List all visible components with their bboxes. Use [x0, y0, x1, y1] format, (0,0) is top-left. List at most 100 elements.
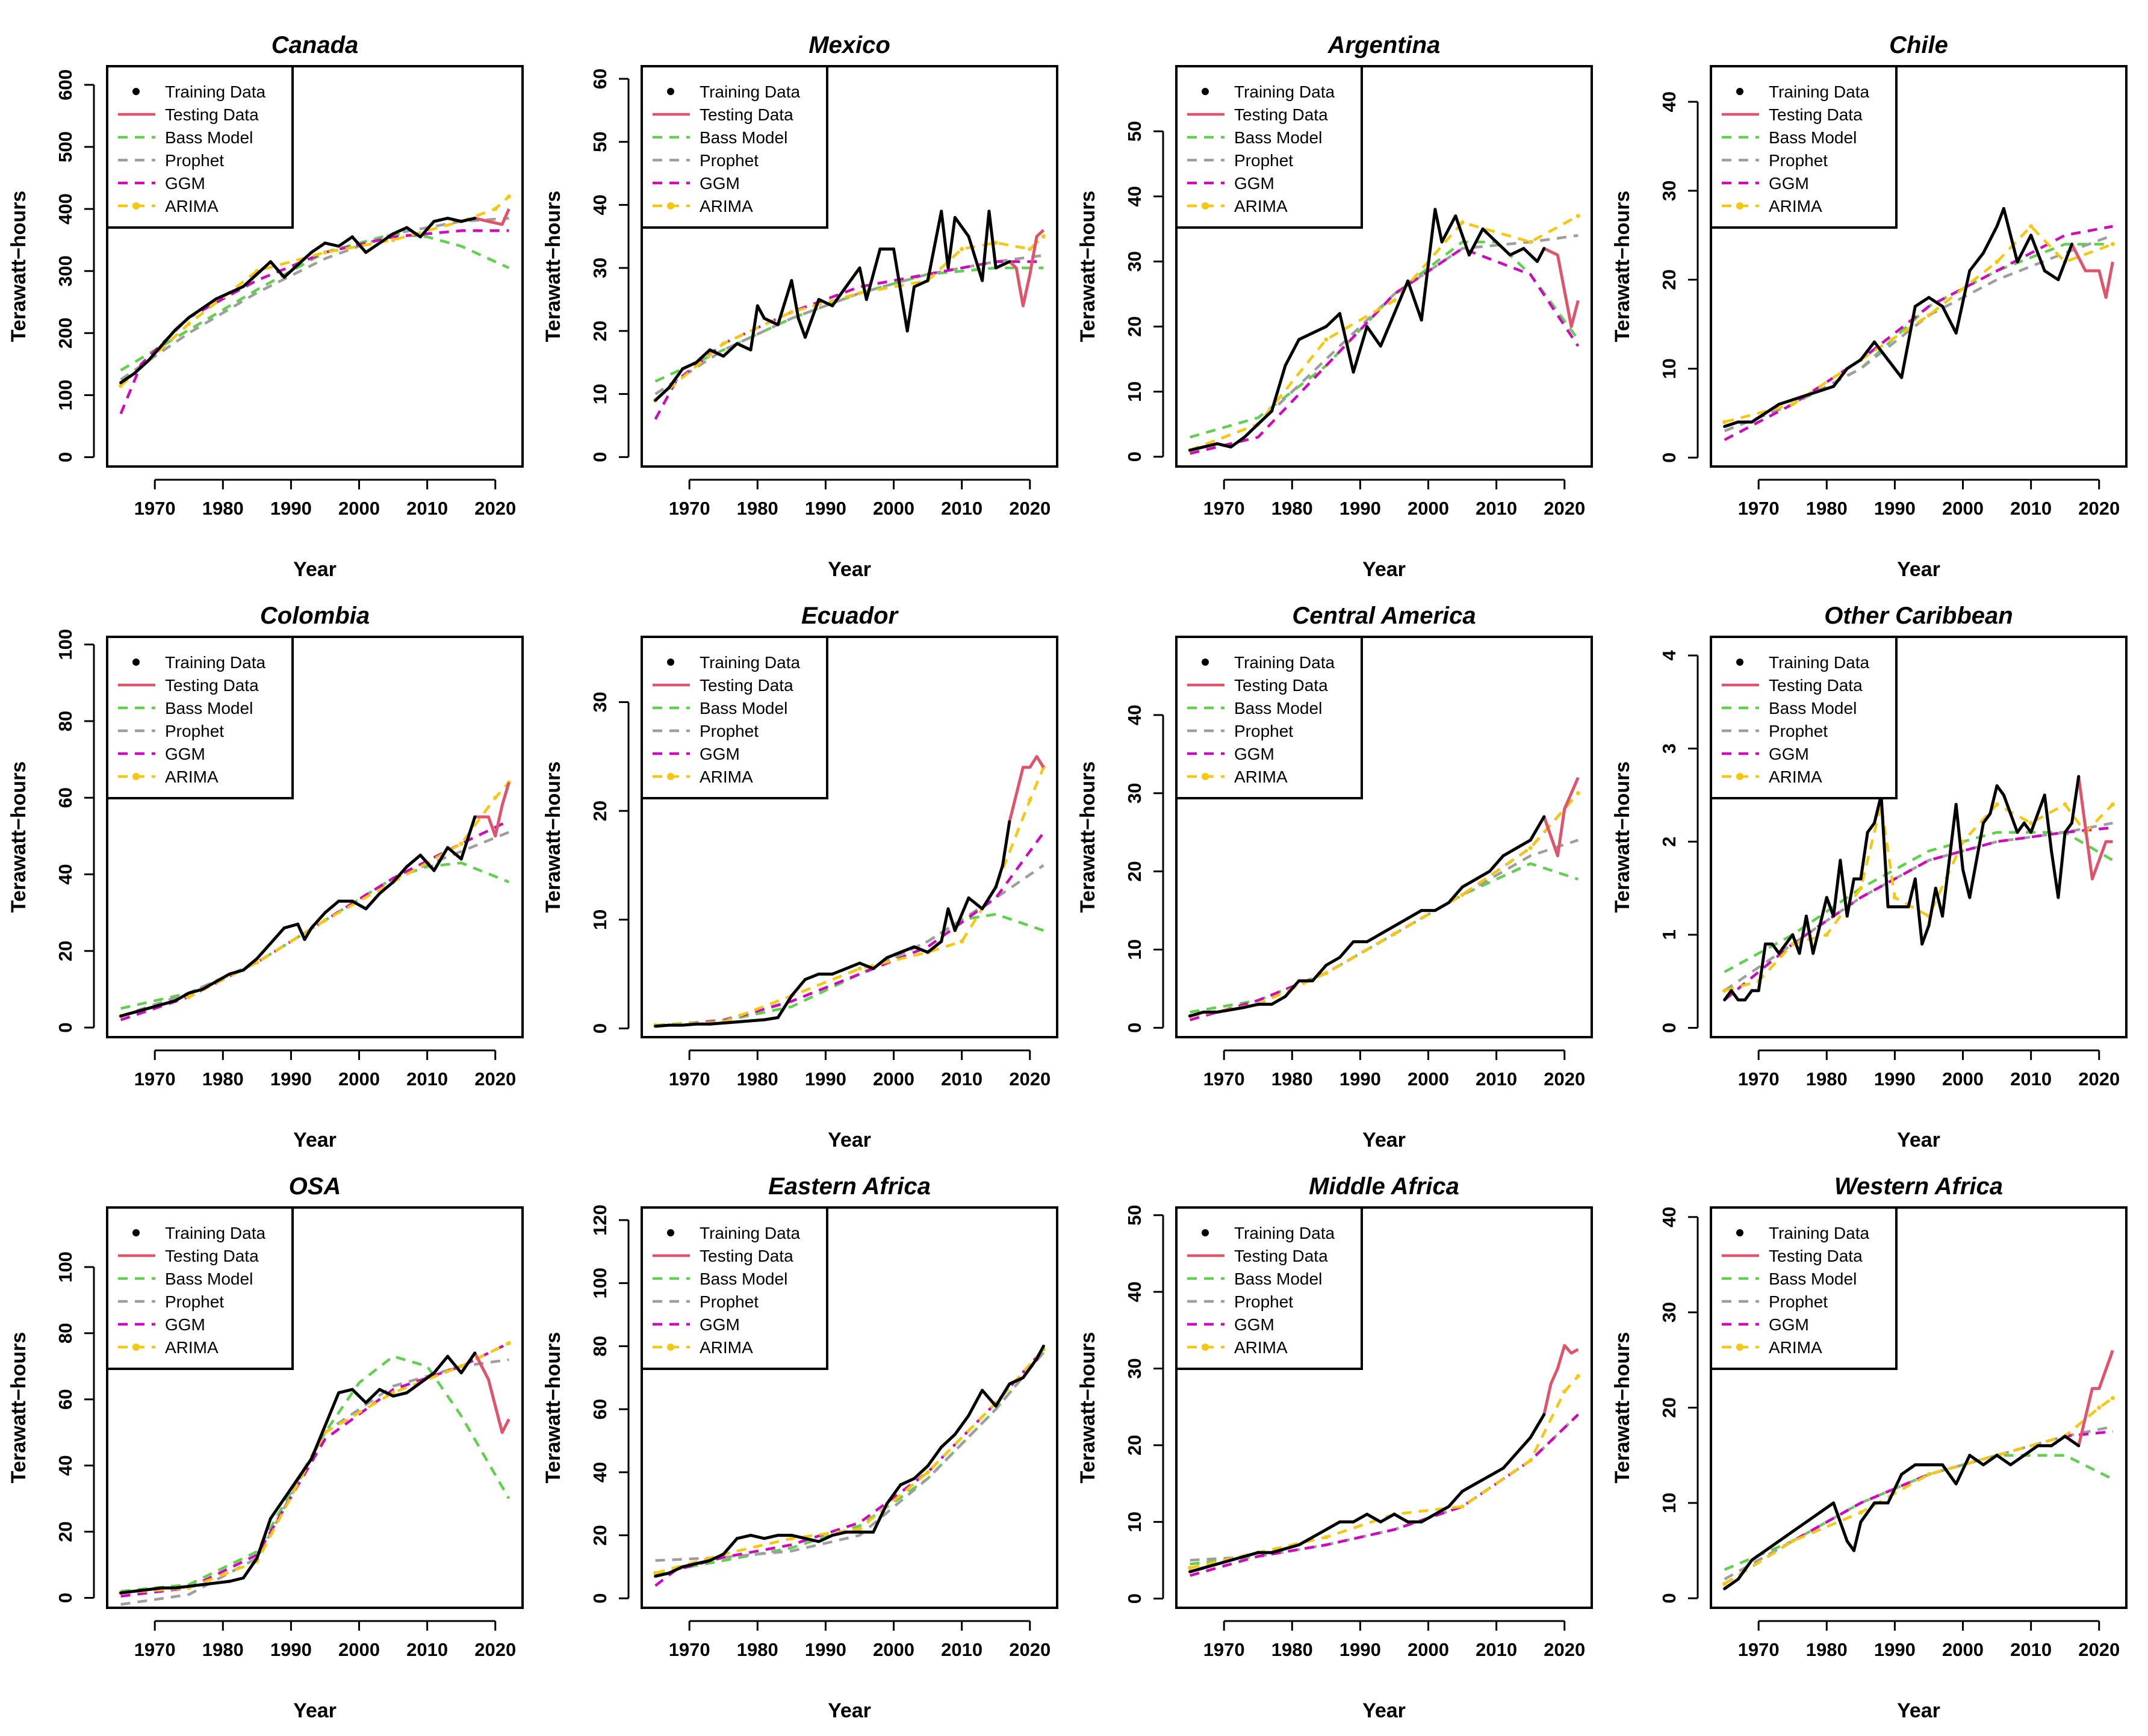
- legend-label: Testing Data: [165, 105, 259, 124]
- legend-item-arima: ARIMA: [653, 767, 753, 786]
- series-point-train: [1243, 1555, 1246, 1558]
- series-point-train: [1311, 1536, 1314, 1539]
- series-line-prophet: [654, 253, 1044, 395]
- series-group: [1722, 1350, 2115, 1590]
- series-group: [653, 209, 1046, 420]
- y-axis-title: Terawatt−hours: [7, 1332, 30, 1484]
- series-point-train: [303, 938, 306, 941]
- series-point-train: [2077, 1444, 2081, 1448]
- series-point-train: [1495, 240, 1498, 244]
- series-line-bass: [655, 1351, 1045, 1575]
- series-point-train: [1852, 877, 1856, 881]
- series-point-train: [1515, 846, 1519, 850]
- series-point-arima: [2110, 242, 2115, 247]
- series-point-train: [1798, 952, 1801, 955]
- series-group: [119, 780, 511, 1021]
- y-axis-title: Terawatt−hours: [1076, 191, 1099, 343]
- series-point-train: [1968, 1454, 1972, 1457]
- series-point-train: [892, 247, 896, 251]
- series-point-arima: [1575, 1374, 1580, 1378]
- y-axis: 0 10 20 30 Terawatt−hours: [542, 692, 630, 1034]
- series-point-train: [1284, 364, 1287, 367]
- panel-eastern-africa: Eastern Africa 1970 1980 1990 2000 2010 2020 Ye…: [542, 1173, 1058, 1722]
- series-point-train: [1763, 411, 1767, 415]
- series-point-train: [1501, 854, 1505, 858]
- y-axis-title: Terawatt−hours: [7, 761, 30, 913]
- series-line-train: [1723, 776, 2081, 1002]
- series-point-train: [1736, 998, 1740, 1002]
- y-axis-title: Terawatt−hours: [542, 191, 565, 343]
- series-point-train: [2022, 1454, 2026, 1457]
- x-tick-label: 2010: [2010, 1639, 2052, 1660]
- legend-item-arima: ARIMA: [1722, 767, 1822, 786]
- panel-argentina: Argentina 1970 1980 1990 2000 2010 2020 Year 0 10…: [1076, 32, 1593, 581]
- series-point-train: [132, 371, 136, 375]
- x-tick-label: 1970: [1203, 1639, 1245, 1660]
- legend: Training Data Testing Data Bass Model Proph…: [106, 636, 294, 799]
- series-line-arima: [1724, 803, 2114, 992]
- series-point-train: [831, 304, 834, 308]
- series-point-train: [350, 235, 354, 239]
- series-point-train: [1968, 269, 1972, 273]
- x-tick-label: 2020: [2078, 1639, 2120, 1660]
- series-point-train: [1730, 989, 1733, 993]
- y-tick-label: 0: [55, 452, 76, 462]
- series-line-train: [1189, 1413, 1545, 1573]
- legend-item-ggm: GGM: [1722, 1315, 1809, 1334]
- legend-item-prophet: Prophet: [118, 151, 224, 170]
- x-tick-label: 1990: [270, 1639, 312, 1660]
- legend: Training Data Testing Data Bass Model Proph…: [1710, 65, 1898, 229]
- series-line-train: [120, 217, 476, 384]
- series-point-train: [377, 1387, 381, 1391]
- series-point-train: [1913, 305, 1917, 308]
- series-line-arima: [1190, 1375, 1580, 1569]
- series-point-train: [1229, 1008, 1232, 1012]
- legend-point-icon: [132, 773, 140, 780]
- legend-label: Testing Data: [1769, 105, 1863, 124]
- series-point-train: [309, 250, 313, 254]
- series-point-train: [418, 1381, 422, 1384]
- legend-point-icon: [1736, 773, 1743, 780]
- series-point-train: [817, 1540, 821, 1543]
- series-point-train: [282, 926, 286, 930]
- series-point-train: [1736, 420, 1740, 424]
- series-point-train: [817, 972, 821, 976]
- series-point-train: [1454, 214, 1457, 218]
- series-line-ggm: [654, 260, 1044, 420]
- series-point-train: [282, 1497, 286, 1501]
- series-point-arima: [493, 795, 498, 800]
- x-tick-label: 2020: [1544, 1639, 1585, 1660]
- legend-label: Testing Data: [700, 676, 793, 695]
- series-line-prophet: [655, 864, 1045, 1028]
- legend-label: Prophet: [165, 1292, 224, 1311]
- series-point-train: [1338, 312, 1341, 315]
- legend-item-prophet: Prophet: [653, 1292, 759, 1311]
- series-point-arima: [1324, 1535, 1329, 1540]
- series-point-train: [1270, 1551, 1273, 1554]
- legend-item-test: Testing Data: [653, 105, 793, 124]
- x-axis-title: Year: [293, 1699, 337, 1722]
- x-tick-label: 2000: [1408, 1639, 1449, 1660]
- y-tick-label: 40: [1124, 705, 1145, 725]
- series-point-train: [391, 1394, 395, 1398]
- legend-item-ggm: GGM: [1187, 1315, 1274, 1334]
- series-point-train: [282, 276, 286, 279]
- legend-point-icon: [667, 773, 674, 780]
- legend-label: GGM: [700, 745, 740, 763]
- legend-label: Bass Model: [1769, 1269, 1857, 1288]
- series-point-train: [2056, 896, 2060, 899]
- legend-label: ARIMA: [1234, 1338, 1288, 1357]
- series-line-bass: [1190, 1413, 1579, 1566]
- legend-point-icon: [132, 1229, 140, 1236]
- series-point-train: [926, 950, 930, 954]
- series-point-arima: [857, 291, 862, 296]
- series-point-train: [1001, 863, 1005, 867]
- series-point-train: [1777, 952, 1781, 955]
- legend-item-bass: Bass Model: [1722, 1269, 1857, 1288]
- y-tick-label: 30: [1124, 1358, 1145, 1378]
- x-tick-label: 2000: [1942, 1639, 1984, 1660]
- series-point-train: [241, 1576, 245, 1580]
- series-point-train: [858, 961, 861, 965]
- series-line-train: [120, 816, 477, 1018]
